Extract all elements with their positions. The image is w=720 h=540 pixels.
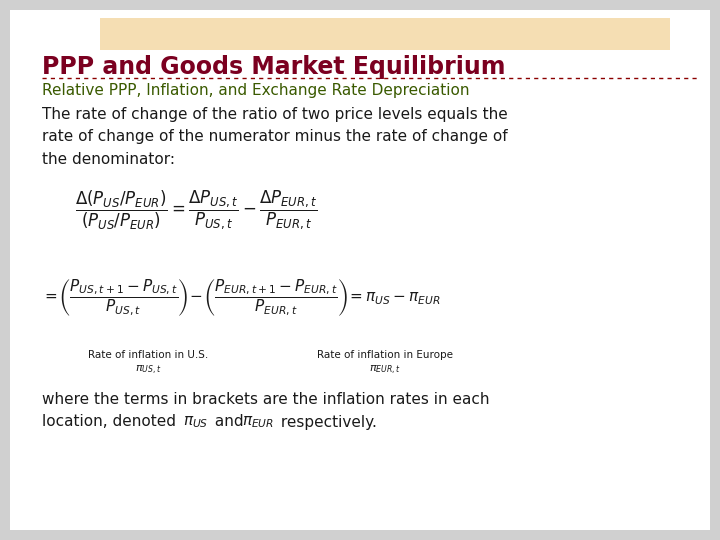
Text: $\pi_{US,t}$: $\pi_{US,t}$ bbox=[135, 363, 161, 376]
Text: $= \!\left(\dfrac{P_{US,t+1}-P_{US,t}}{P_{US,t}}\right)\! -\! \left(\dfrac{P_{EU: $= \!\left(\dfrac{P_{US,t+1}-P_{US,t}}{P… bbox=[42, 278, 441, 319]
FancyBboxPatch shape bbox=[10, 10, 710, 530]
Text: rate of change of the numerator minus the rate of change of: rate of change of the numerator minus th… bbox=[42, 130, 508, 145]
Text: where the terms in brackets are the inflation rates in each: where the terms in brackets are the infl… bbox=[42, 393, 490, 408]
Text: the denominator:: the denominator: bbox=[42, 152, 175, 166]
Text: Relative PPP, Inflation, and Exchange Rate Depreciation: Relative PPP, Inflation, and Exchange Ra… bbox=[42, 83, 469, 98]
Text: Rate of inflation in Europe: Rate of inflation in Europe bbox=[317, 350, 453, 360]
Text: $\pi_{EUR}$: $\pi_{EUR}$ bbox=[242, 414, 274, 430]
Text: $\dfrac{\Delta(P_{US}/P_{EUR})}{(P_{US}/P_{EUR})} = \dfrac{\Delta P_{US,t}}{P_{U: $\dfrac{\Delta(P_{US}/P_{EUR})}{(P_{US}/… bbox=[75, 188, 318, 232]
FancyBboxPatch shape bbox=[100, 18, 670, 50]
Text: $\pi_{US}$: $\pi_{US}$ bbox=[183, 414, 208, 430]
Text: PPP and Goods Market Equilibrium: PPP and Goods Market Equilibrium bbox=[42, 55, 505, 79]
Text: The rate of change of the ratio of two price levels equals the: The rate of change of the ratio of two p… bbox=[42, 107, 508, 123]
Text: Rate of inflation in U.S.: Rate of inflation in U.S. bbox=[88, 350, 208, 360]
Text: respectively.: respectively. bbox=[276, 415, 377, 429]
Text: $\pi_{EUR,t}$: $\pi_{EUR,t}$ bbox=[369, 363, 401, 376]
Text: location, denoted: location, denoted bbox=[42, 415, 181, 429]
Text: and: and bbox=[210, 415, 248, 429]
